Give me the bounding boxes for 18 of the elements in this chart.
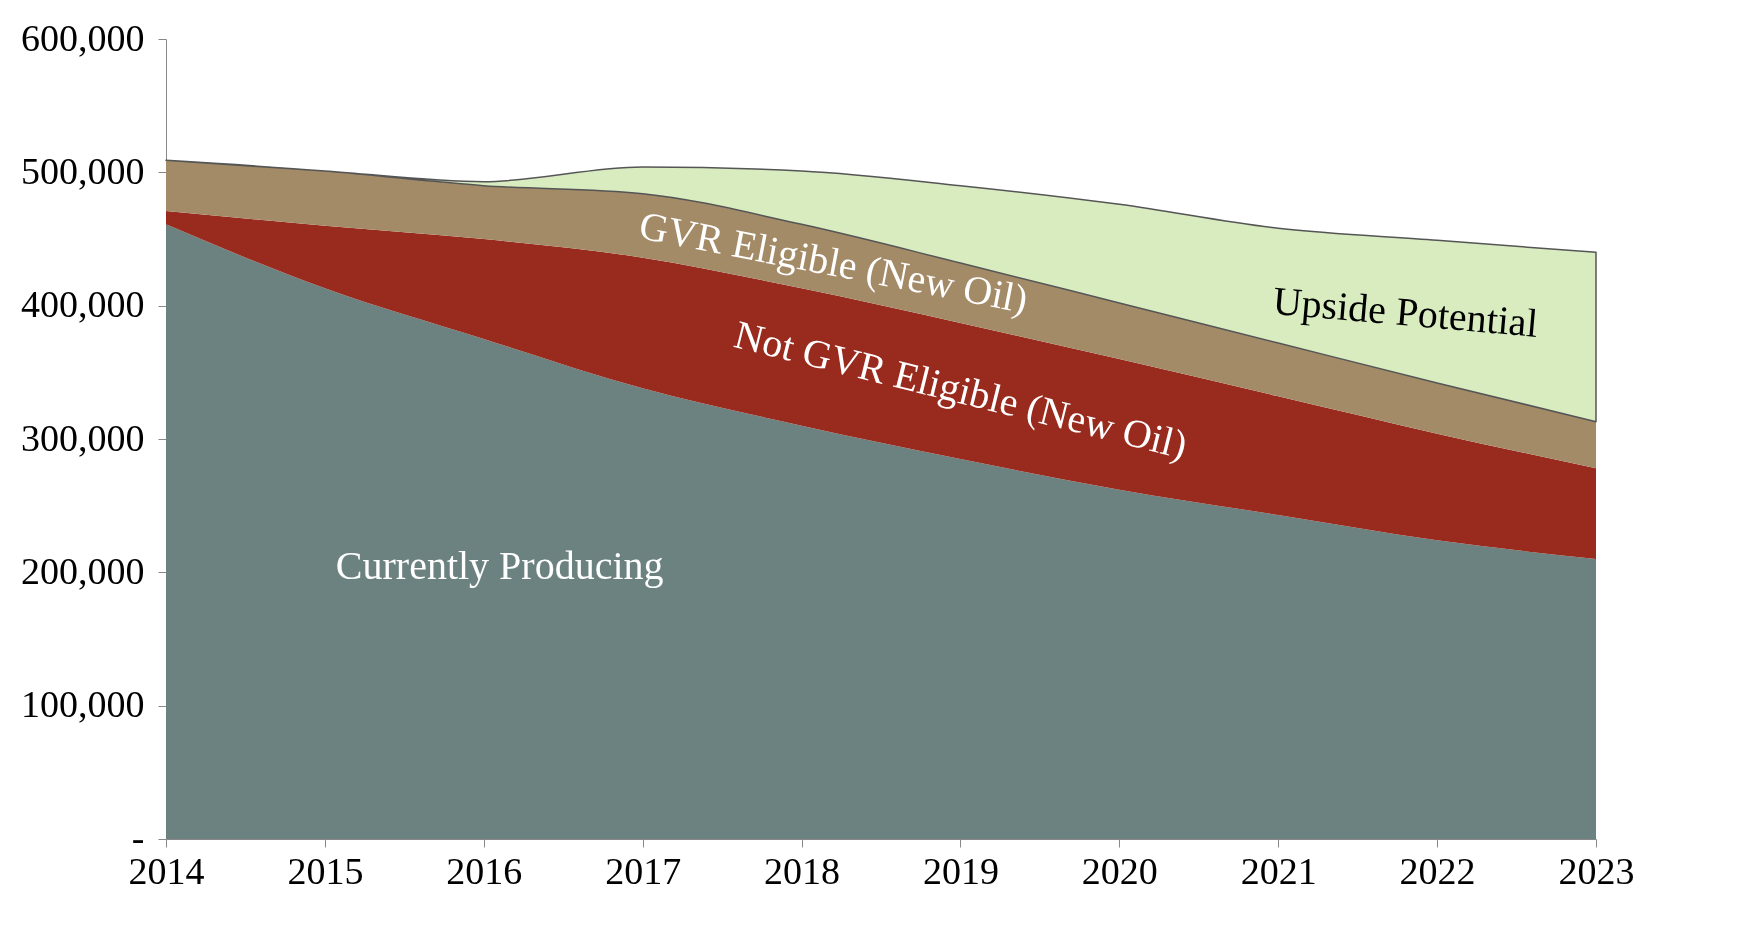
- y-tick-label: 400,000: [21, 283, 145, 326]
- x-tick-label: 2022: [1399, 849, 1476, 892]
- x-tick-label: 2015: [287, 849, 364, 892]
- y-tick-label: 300,000: [21, 416, 145, 459]
- series-label: Upside Potential: [1271, 277, 1540, 346]
- x-tick-label: 2017: [605, 849, 682, 892]
- x-tick-label: 2021: [1240, 849, 1317, 892]
- y-tick-label: 600,000: [21, 16, 145, 59]
- x-tick-label: 2023: [1558, 849, 1635, 892]
- y-tick-label: 200,000: [21, 549, 145, 592]
- x-tick-label: 2020: [1081, 849, 1158, 892]
- x-tick-label: 2019: [922, 849, 999, 892]
- series-label: Currently Producing: [335, 542, 664, 588]
- y-tick-label: 100,000: [21, 683, 145, 726]
- x-tick-label: 2016: [446, 849, 523, 892]
- x-tick-label: 2018: [764, 849, 841, 892]
- y-tick-label: 500,000: [21, 149, 145, 192]
- series-label: GVR Eligible (New Oil): [635, 202, 1032, 322]
